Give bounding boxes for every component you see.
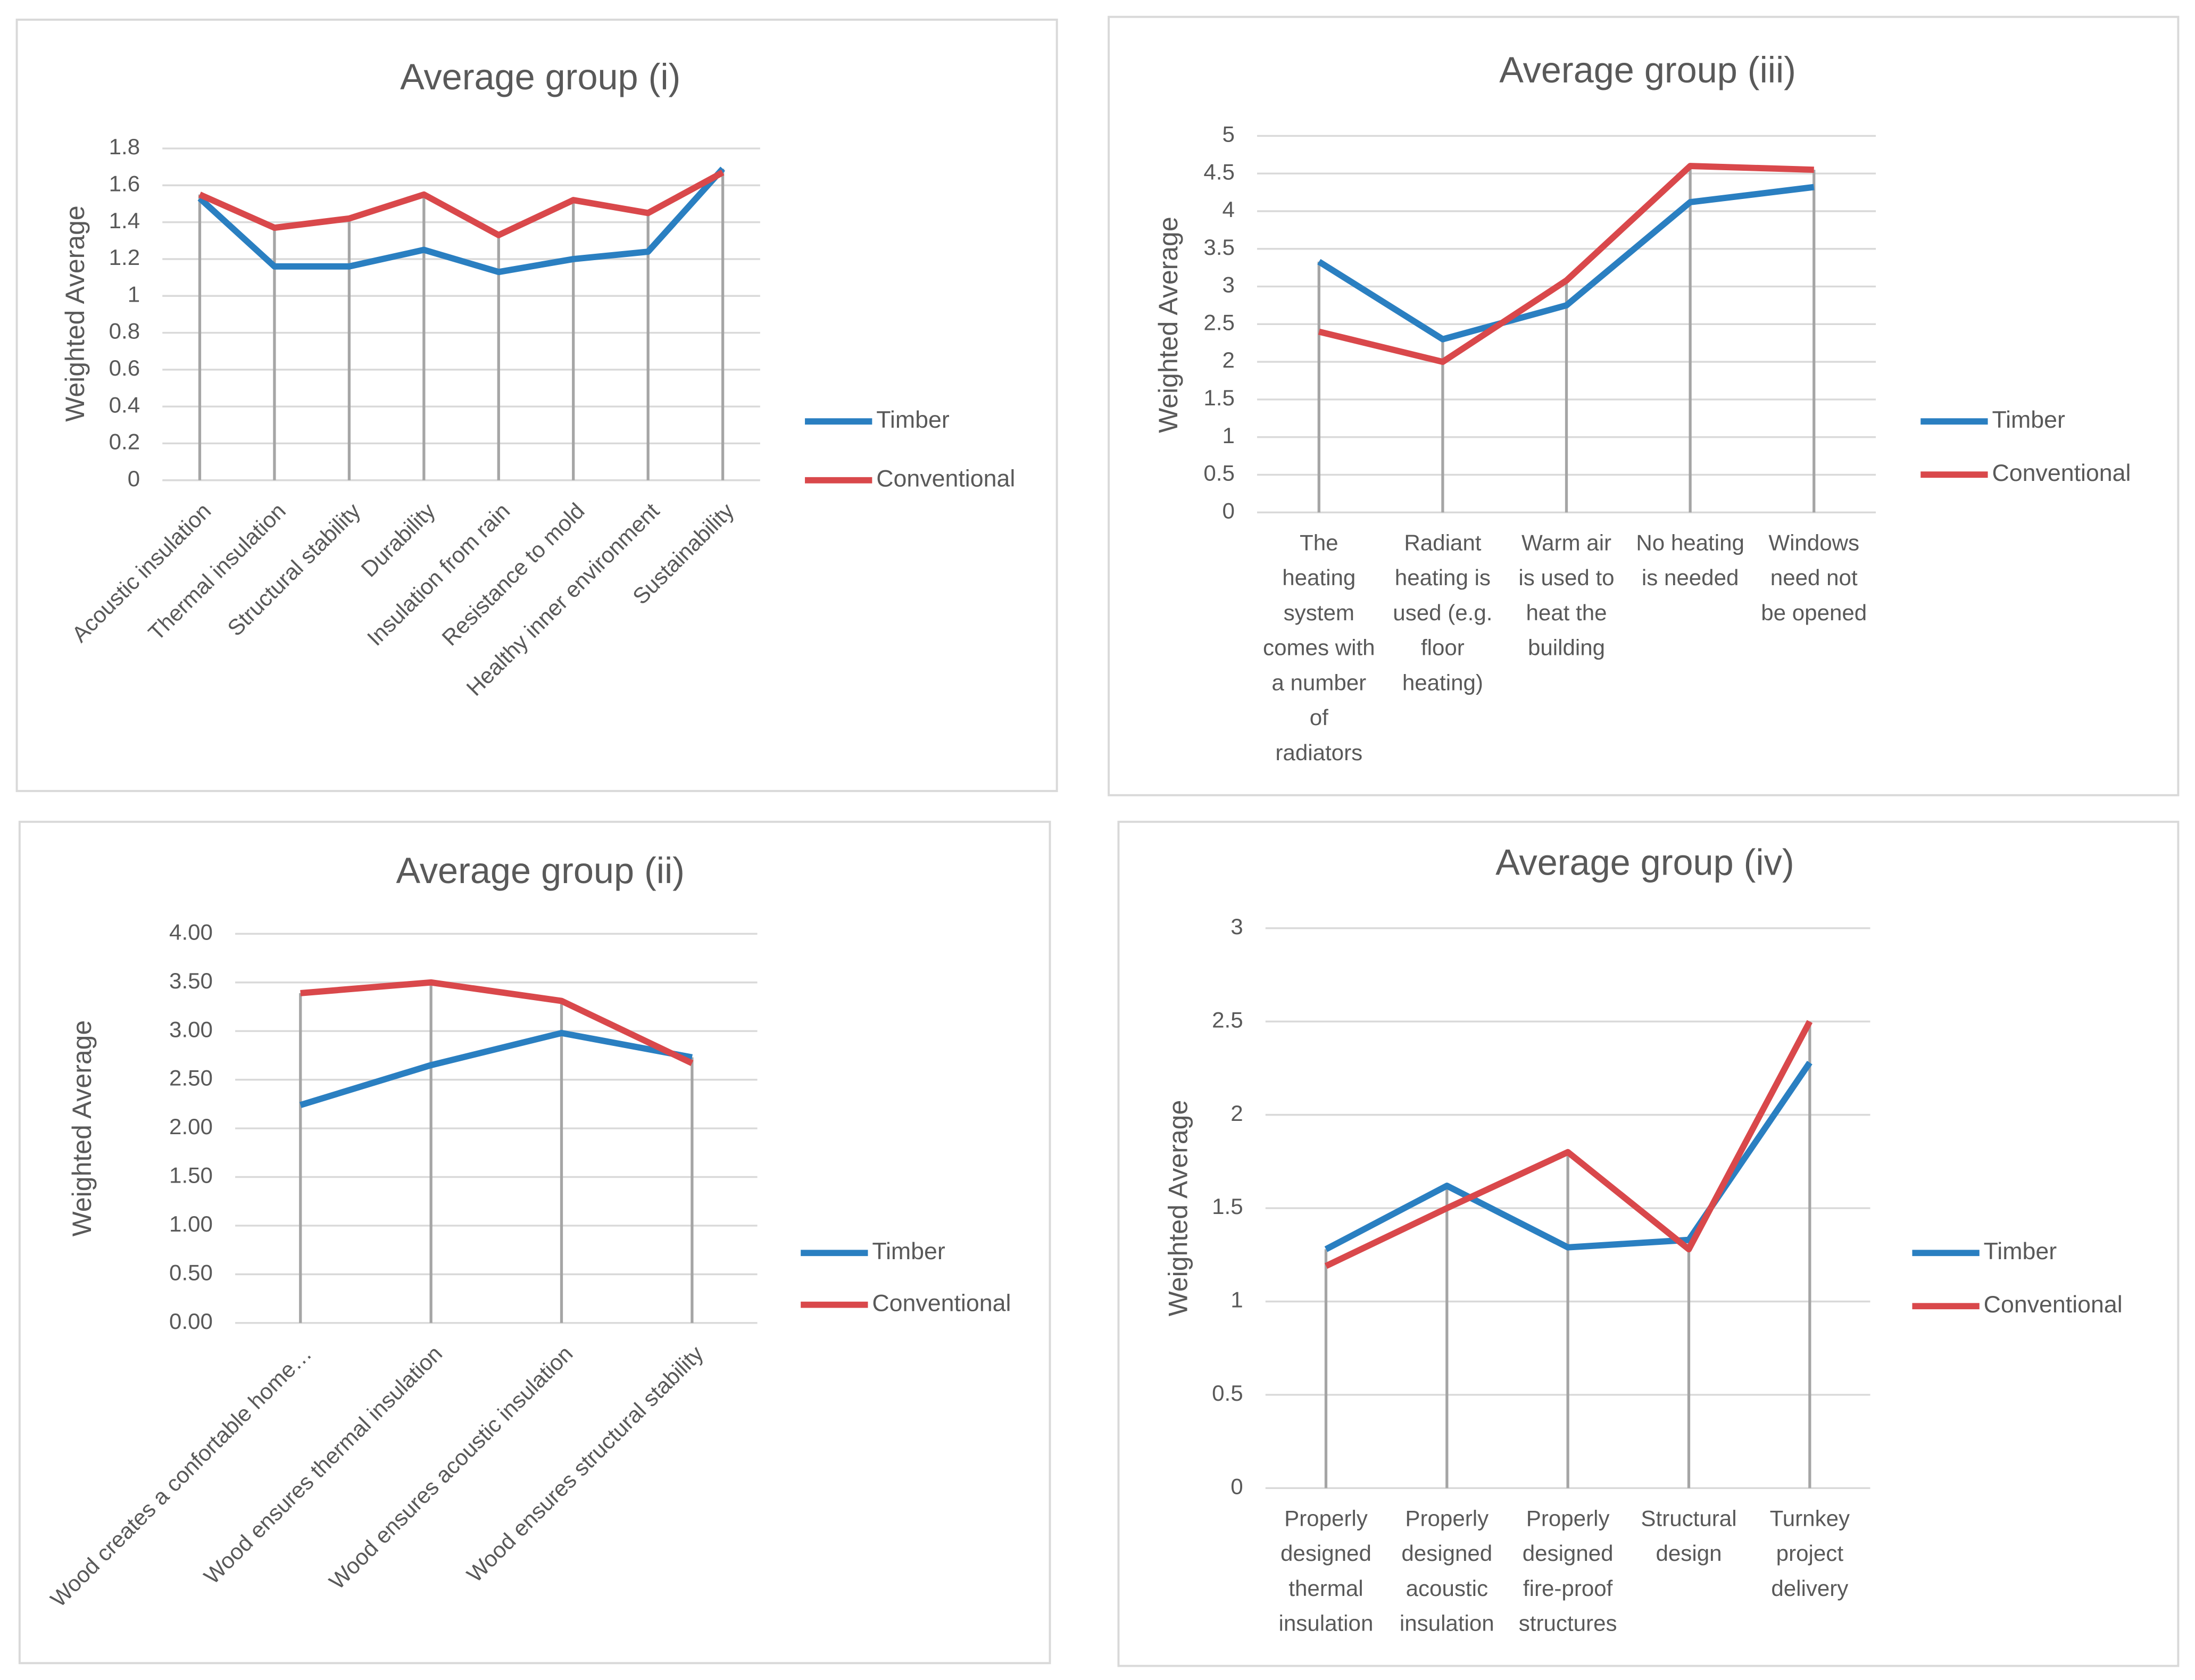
x-tick-label: No heating is needed	[1636, 530, 1744, 590]
x-tick-label: Windows need not be opened	[1761, 530, 1867, 625]
y-axis-label: Weighted Average	[1163, 1100, 1193, 1317]
y-tick-label: 0	[1222, 498, 1234, 523]
series-line	[1318, 163, 1814, 365]
y-tick-label: 2.00	[169, 1114, 213, 1139]
chart-panel: Average group (i) Weighted Average 0 0.2 0.4…	[15, 19, 1058, 792]
legend-label: Timber	[876, 407, 950, 433]
y-tick-label: 0.6	[109, 355, 140, 380]
chart-title: Average group (ii)	[396, 851, 684, 891]
y-tick-label: 5	[1222, 122, 1234, 147]
x-tick-label: The heating system comes with a number of radi…	[1263, 530, 1375, 765]
series-line	[300, 979, 694, 1066]
y-axis-label: Weighted Average	[67, 1020, 97, 1237]
y-tick-label: 1	[128, 281, 140, 306]
chart-border	[18, 820, 1051, 1665]
y-tick-label: 1.5	[1212, 1194, 1243, 1219]
chart-title: Average group (iii)	[1499, 50, 1796, 90]
y-tick-label: 1	[1230, 1287, 1243, 1312]
legend-label: Timber	[1984, 1238, 2057, 1265]
y-tick-label: 0.4	[109, 392, 140, 417]
y-tick-label: 4	[1222, 197, 1234, 222]
x-tick-label: Structural design	[1641, 1506, 1736, 1566]
chart-panel: Average group (iv) Weighted Average 0 0.5 1 1…	[1117, 820, 2180, 1667]
chart-title: Average group (i)	[400, 57, 680, 97]
y-tick-label: 3.5	[1203, 235, 1235, 260]
x-tick-label: Radiant heating is used (e.g. floor heating)	[1393, 530, 1492, 695]
y-axis-label: Weighted Average	[1153, 217, 1183, 433]
y-tick-label: 3	[1222, 272, 1234, 297]
y-tick-label: 4.5	[1203, 159, 1235, 184]
series-line	[198, 169, 725, 238]
y-tick-label: 0.5	[1203, 461, 1235, 486]
y-axis-label: Weighted Average	[60, 205, 90, 422]
y-tick-label: 2.50	[169, 1066, 213, 1091]
y-tick-label: 0.5	[1212, 1380, 1243, 1405]
x-tick-label: Turnkey project delivery	[1770, 1506, 1850, 1601]
y-tick-label: 1.2	[109, 245, 140, 270]
y-tick-label: 0.8	[109, 319, 140, 344]
y-tick-label: 0	[1230, 1474, 1243, 1499]
y-tick-label: 2	[1230, 1101, 1243, 1126]
series-line	[1317, 184, 1815, 343]
y-tick-label: 1.00	[169, 1211, 213, 1236]
legend-label: Conventional	[872, 1290, 1011, 1316]
y-tick-label: 0.50	[169, 1260, 213, 1285]
series-line	[197, 167, 726, 276]
y-tick-label: 3	[1230, 914, 1243, 939]
legend-label: Conventional	[1992, 460, 2131, 486]
chart-title: Average group (iv)	[1495, 842, 1794, 883]
y-tick-label: 1	[1222, 423, 1234, 448]
y-tick-label: 1.8	[109, 134, 140, 159]
y-tick-label: 0.00	[169, 1309, 213, 1334]
x-tick-label: Properly designed thermal insulation	[1279, 1506, 1374, 1635]
y-tick-label: 0.2	[109, 429, 140, 454]
y-tick-label: 2.5	[1212, 1007, 1243, 1032]
chart-border	[1108, 15, 2180, 796]
y-tick-label: 1.4	[109, 208, 140, 233]
x-tick-label: Properly designed fire-proof structures	[1519, 1506, 1617, 1635]
chart-border	[15, 19, 1058, 792]
y-tick-label: 2	[1222, 347, 1234, 372]
x-tick-label: Properly designed acoustic insulation	[1400, 1506, 1494, 1635]
y-tick-label: 1.5	[1203, 385, 1235, 410]
y-tick-label: 3.50	[169, 968, 213, 993]
series-line	[1324, 1061, 1812, 1252]
legend-label: Conventional	[1984, 1292, 2123, 1318]
y-tick-label: 4.00	[169, 919, 213, 944]
chart-panel: Average group (iii) Weighted Average 0 0.5 1…	[1108, 15, 2180, 796]
y-tick-label: 2.5	[1203, 310, 1235, 335]
series-line	[300, 1029, 693, 1108]
y-tick-label: 1.50	[169, 1163, 213, 1188]
y-tick-label: 0	[128, 466, 140, 491]
legend-label: Conventional	[876, 466, 1015, 492]
series-line	[1324, 1020, 1813, 1269]
x-tick-label: Warm air is used to heat the building	[1518, 530, 1614, 660]
y-tick-label: 3.00	[169, 1017, 213, 1042]
y-tick-label: 1.6	[109, 171, 140, 196]
legend-label: Timber	[1992, 407, 2065, 433]
chart-panel: Average group (ii) Weighted Average 0.00 0.…	[18, 820, 1051, 1665]
legend-label: Timber	[872, 1238, 945, 1265]
